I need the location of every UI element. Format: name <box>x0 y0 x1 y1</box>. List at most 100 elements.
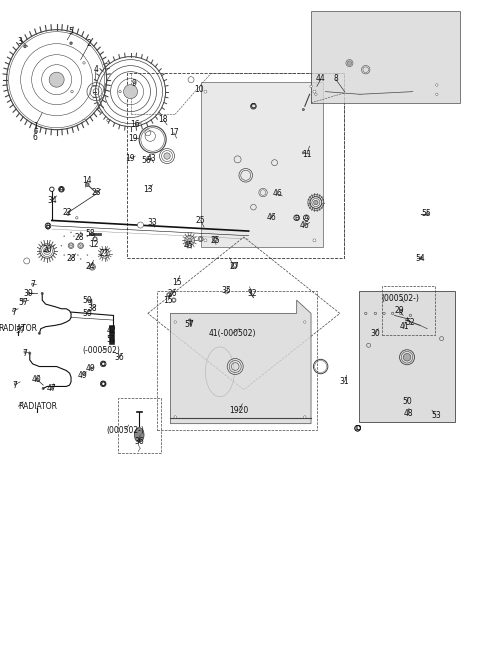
Text: 13: 13 <box>143 185 153 194</box>
Text: D: D <box>355 425 360 432</box>
Text: 32: 32 <box>247 289 257 298</box>
Circle shape <box>204 90 207 93</box>
Text: 6: 6 <box>32 133 37 142</box>
Text: 50: 50 <box>402 397 412 406</box>
Text: 25: 25 <box>196 216 205 225</box>
Circle shape <box>24 258 30 264</box>
Circle shape <box>107 119 109 122</box>
Circle shape <box>14 382 16 385</box>
Circle shape <box>24 351 26 353</box>
Circle shape <box>83 62 85 64</box>
Text: 55: 55 <box>421 209 431 218</box>
Text: 46: 46 <box>266 213 276 222</box>
Text: RADIATOR: RADIATOR <box>18 402 57 411</box>
Circle shape <box>313 201 318 205</box>
Text: 24: 24 <box>85 262 95 272</box>
Circle shape <box>12 309 14 312</box>
Circle shape <box>302 108 304 111</box>
Circle shape <box>24 45 26 48</box>
Circle shape <box>189 319 191 321</box>
Text: 49: 49 <box>85 364 95 373</box>
Text: 28: 28 <box>66 254 76 264</box>
Text: 17: 17 <box>169 128 179 137</box>
Circle shape <box>85 183 89 187</box>
Text: 52: 52 <box>406 317 415 327</box>
Text: 54: 54 <box>415 254 425 264</box>
Text: C: C <box>101 361 106 367</box>
Text: A: A <box>59 186 64 193</box>
Text: 37: 37 <box>15 326 25 335</box>
Text: 58: 58 <box>85 229 95 238</box>
Text: 29: 29 <box>395 306 404 315</box>
Text: 1: 1 <box>34 122 38 131</box>
Text: 56: 56 <box>142 156 151 165</box>
Text: 57: 57 <box>18 297 28 307</box>
Text: 43: 43 <box>146 153 156 163</box>
Text: A: A <box>304 214 309 221</box>
Text: (-000502): (-000502) <box>83 346 120 355</box>
Text: 46: 46 <box>273 189 282 199</box>
Text: B: B <box>46 222 50 229</box>
Text: 48: 48 <box>403 408 413 418</box>
Bar <box>382 286 435 335</box>
Text: (000502-): (000502-) <box>107 426 144 435</box>
Text: 35: 35 <box>222 286 231 295</box>
Polygon shape <box>201 82 323 247</box>
Circle shape <box>45 249 49 253</box>
Circle shape <box>188 76 194 83</box>
Text: (000502-): (000502-) <box>382 294 420 303</box>
Polygon shape <box>311 11 460 103</box>
Circle shape <box>51 387 53 390</box>
Text: 50: 50 <box>83 309 92 318</box>
Text: 57: 57 <box>185 319 194 329</box>
Circle shape <box>70 42 72 44</box>
Circle shape <box>249 290 251 292</box>
Text: 30: 30 <box>371 329 380 338</box>
Circle shape <box>71 90 73 93</box>
Bar <box>109 325 114 344</box>
Text: 7: 7 <box>23 349 27 358</box>
Text: B: B <box>294 214 299 221</box>
Text: 23: 23 <box>91 188 101 197</box>
Circle shape <box>174 321 176 323</box>
Circle shape <box>426 212 429 215</box>
Text: D: D <box>101 380 106 387</box>
Text: 12: 12 <box>89 240 98 249</box>
Circle shape <box>123 84 138 99</box>
Circle shape <box>187 238 192 242</box>
Text: 41(-000502): 41(-000502) <box>209 329 256 338</box>
Circle shape <box>204 239 207 242</box>
Text: 1920: 1920 <box>229 406 249 415</box>
Bar <box>157 291 317 430</box>
Bar <box>127 73 344 258</box>
Text: D: D <box>355 425 360 432</box>
Text: 47: 47 <box>47 384 57 393</box>
Text: 27: 27 <box>229 262 239 272</box>
Text: 53: 53 <box>431 410 441 420</box>
Text: 7: 7 <box>11 307 16 317</box>
Circle shape <box>96 190 98 193</box>
Text: 33: 33 <box>148 218 157 227</box>
Circle shape <box>302 151 304 154</box>
Text: RADIATOR: RADIATOR <box>0 324 38 333</box>
Circle shape <box>435 84 438 86</box>
Circle shape <box>164 153 170 159</box>
Text: 34: 34 <box>47 196 57 205</box>
Circle shape <box>137 222 144 228</box>
Text: 25: 25 <box>210 236 220 245</box>
Text: 51: 51 <box>107 335 116 345</box>
Text: 49: 49 <box>78 371 87 380</box>
Text: 22: 22 <box>62 208 72 217</box>
Text: 36: 36 <box>114 353 124 362</box>
Polygon shape <box>359 291 455 422</box>
Text: 40: 40 <box>31 375 41 384</box>
Text: 9: 9 <box>132 78 137 88</box>
Circle shape <box>304 321 306 323</box>
Bar <box>118 398 161 453</box>
Text: 44: 44 <box>316 74 325 83</box>
Circle shape <box>119 90 121 93</box>
Text: 16: 16 <box>131 120 140 129</box>
Circle shape <box>420 256 422 259</box>
Circle shape <box>313 90 316 93</box>
Text: 10: 10 <box>194 85 204 94</box>
